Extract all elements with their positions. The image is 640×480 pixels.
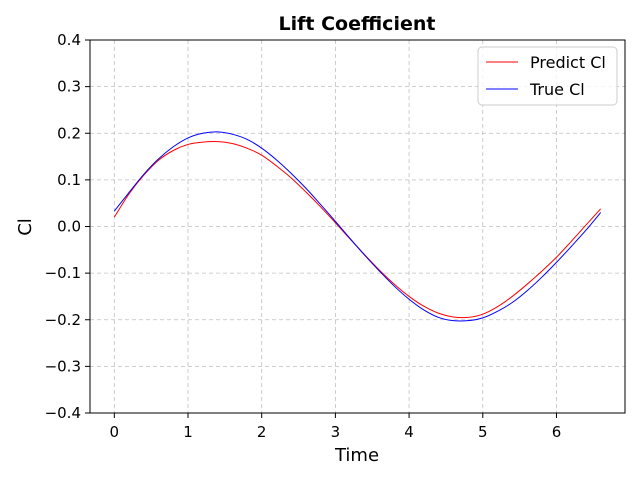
y-tick-label: 0.2: [57, 124, 81, 142]
y-tick-label: 0.4: [57, 31, 81, 49]
y-tick-label: −0.4: [45, 404, 81, 422]
legend-label-predict-cl: Predict Cl: [530, 53, 606, 72]
axis-ticks: 0 1 2 3 4 5 6 −0.4 −0.3 −0.2 −0.1 0.0 0.1 0.2 0.3 0.4: [45, 31, 562, 441]
x-tick-label: 4: [404, 423, 414, 441]
series-lines: [113, 131, 602, 322]
y-axis-title: Cl: [15, 218, 36, 236]
x-tick-label: 1: [183, 423, 193, 441]
x-tick-label: 0: [110, 423, 120, 441]
x-tick-label: 2: [257, 423, 267, 441]
x-axis-title: Time: [334, 445, 379, 466]
legend: Predict Cl True Cl: [477, 46, 618, 106]
y-tick-label: −0.1: [45, 264, 81, 282]
y-tick-label: 0.1: [57, 171, 81, 189]
y-tick-label: 0.3: [57, 78, 81, 96]
y-tick-label: 0.0: [57, 218, 81, 236]
series-line-true-cl: [113, 131, 602, 322]
legend-label-true-cl: True Cl: [529, 80, 585, 99]
chart-title: Lift Coefficient: [279, 13, 436, 35]
y-tick-label: −0.3: [45, 357, 81, 375]
x-tick-label: 6: [552, 423, 562, 441]
x-tick-label: 3: [331, 423, 341, 441]
y-tick-label: −0.2: [45, 311, 81, 329]
x-tick-label: 5: [478, 423, 488, 441]
